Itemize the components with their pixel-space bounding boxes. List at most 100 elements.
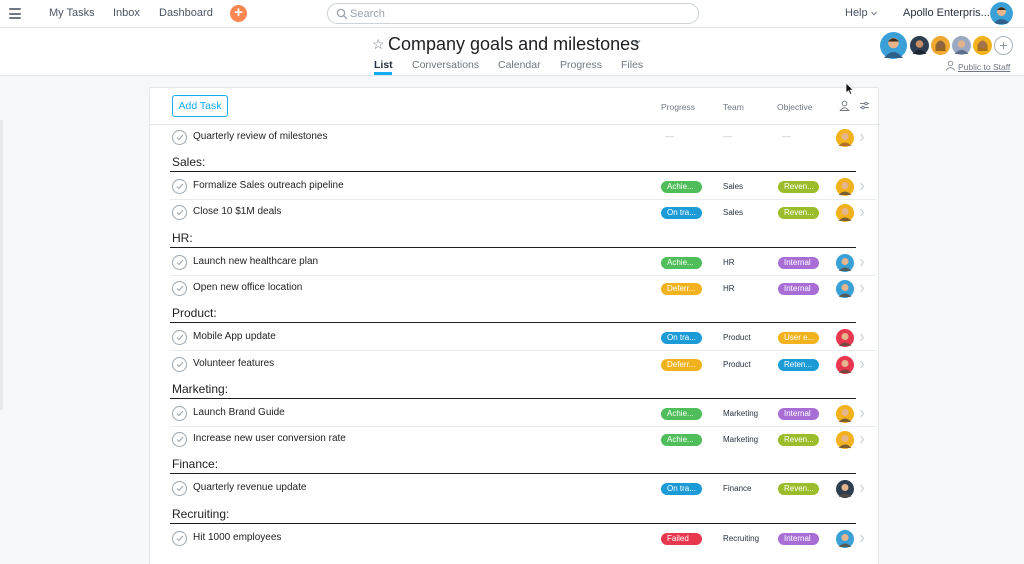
task-row[interactable]: Open new office location Deferr... HR Inter… bbox=[170, 276, 876, 302]
assignee-avatar[interactable] bbox=[836, 178, 854, 196]
assignee-avatar[interactable] bbox=[836, 431, 854, 450]
team-value[interactable]: HR bbox=[723, 283, 735, 293]
chevron-right-icon[interactable] bbox=[859, 484, 865, 493]
chevron-right-icon[interactable] bbox=[859, 182, 865, 191]
progress-tag[interactable]: On tra... bbox=[661, 207, 702, 220]
section-header[interactable]: HR: bbox=[170, 228, 856, 248]
chevron-down-icon[interactable] bbox=[633, 38, 641, 46]
complete-checkbox[interactable] bbox=[172, 130, 187, 145]
member-avatar[interactable] bbox=[910, 36, 929, 55]
assignee-avatar[interactable] bbox=[836, 129, 854, 147]
objective-tag[interactable]: Internal bbox=[778, 407, 819, 420]
complete-checkbox[interactable] bbox=[172, 280, 187, 296]
assignee-avatar[interactable] bbox=[836, 529, 854, 548]
progress-tag[interactable]: On tra... bbox=[661, 332, 702, 345]
assignee-avatar[interactable] bbox=[836, 480, 854, 499]
star-icon[interactable]: ☆ bbox=[372, 36, 385, 52]
progress-tag[interactable]: Achie... bbox=[661, 181, 702, 193]
task-name[interactable]: Hit 1000 employees bbox=[193, 531, 282, 543]
assignee-avatar[interactable] bbox=[836, 204, 854, 223]
chevron-right-icon[interactable] bbox=[859, 208, 865, 217]
progress-tag[interactable]: Deferr... bbox=[661, 358, 702, 371]
column-header-progress[interactable]: Progress bbox=[661, 102, 696, 112]
team-value[interactable]: Product bbox=[723, 333, 751, 343]
chevron-right-icon[interactable] bbox=[859, 284, 865, 293]
tab-list[interactable]: List bbox=[374, 59, 393, 71]
search-input[interactable]: Search bbox=[327, 3, 699, 24]
complete-checkbox[interactable] bbox=[172, 405, 187, 421]
objective-tag[interactable]: Reten... bbox=[778, 358, 819, 371]
complete-checkbox[interactable] bbox=[172, 356, 187, 372]
progress-tag[interactable]: Achie... bbox=[661, 434, 702, 447]
assignee-avatar[interactable] bbox=[836, 329, 854, 348]
task-row[interactable]: Hit 1000 employees Failed Recruiting Intern… bbox=[170, 526, 876, 552]
section-header[interactable]: Product: bbox=[170, 303, 856, 324]
team-value[interactable]: Recruiting bbox=[723, 533, 760, 543]
team-empty[interactable]: — bbox=[723, 131, 732, 141]
progress-empty[interactable]: — bbox=[665, 131, 674, 141]
member-avatar[interactable] bbox=[973, 36, 992, 55]
project-title[interactable]: Company goals and milestones bbox=[388, 34, 640, 54]
task-row[interactable]: Quarterly revenue update On tra... Finance… bbox=[170, 476, 876, 502]
tab-progress[interactable]: Progress bbox=[560, 59, 603, 71]
progress-tag[interactable]: Achie... bbox=[661, 407, 702, 420]
task-name[interactable]: Close 10 $1M deals bbox=[193, 206, 282, 218]
person-icon[interactable] bbox=[839, 100, 850, 111]
section-name[interactable]: HR: bbox=[172, 230, 193, 245]
member-avatar[interactable] bbox=[931, 36, 950, 55]
team-value[interactable]: Product bbox=[723, 359, 751, 369]
task-name[interactable]: Quarterly revenue update bbox=[193, 482, 307, 494]
public-to-staff-link[interactable]: Public to Staff bbox=[958, 62, 1011, 72]
section-header[interactable]: Marketing: bbox=[170, 379, 856, 399]
progress-tag[interactable]: Achie... bbox=[661, 256, 702, 269]
task-row[interactable]: Launch Brand Guide Achie... Marketing Inter… bbox=[170, 401, 876, 427]
progress-tag[interactable]: On tra... bbox=[661, 483, 702, 496]
objective-tag[interactable]: Internal bbox=[778, 532, 819, 545]
task-name[interactable]: Open new office location bbox=[193, 281, 303, 293]
section-header[interactable]: Finance: bbox=[170, 454, 856, 475]
team-value[interactable]: HR bbox=[723, 257, 735, 267]
complete-checkbox[interactable] bbox=[172, 481, 187, 497]
task-name[interactable]: Launch Brand Guide bbox=[193, 406, 285, 418]
task-row[interactable]: Close 10 $1M deals On tra... Sales Reven... bbox=[170, 200, 876, 226]
task-name[interactable]: Mobile App update bbox=[193, 331, 276, 343]
chevron-right-icon[interactable] bbox=[859, 534, 865, 543]
complete-checkbox[interactable] bbox=[172, 330, 187, 346]
objective-tag[interactable]: Reven... bbox=[778, 207, 819, 220]
task-name[interactable]: Increase new user conversion rate bbox=[193, 433, 346, 445]
add-task-button[interactable]: Add Task bbox=[172, 95, 228, 117]
section-header[interactable]: Sales: bbox=[170, 152, 856, 172]
hamburger-icon[interactable] bbox=[9, 8, 21, 19]
task-row[interactable]: Quarterly review of milestones — — — bbox=[170, 125, 876, 151]
task-name[interactable]: Quarterly review of milestones bbox=[193, 131, 328, 142]
tab-calendar[interactable]: Calendar bbox=[498, 59, 541, 71]
task-row[interactable]: Mobile App update On tra... Product User e.… bbox=[170, 325, 876, 352]
chevron-right-icon[interactable] bbox=[859, 258, 865, 267]
chevron-right-icon[interactable] bbox=[859, 360, 865, 369]
complete-checkbox[interactable] bbox=[172, 432, 187, 448]
team-value[interactable]: Finance bbox=[723, 484, 752, 494]
task-name[interactable]: Formalize Sales outreach pipeline bbox=[193, 180, 344, 191]
task-row[interactable]: Increase new user conversion rate Achie..… bbox=[170, 427, 876, 453]
section-name[interactable]: Marketing: bbox=[172, 381, 229, 396]
progress-tag[interactable]: Failed bbox=[661, 532, 702, 545]
add-member-button[interactable]: + bbox=[994, 36, 1013, 55]
team-value[interactable]: Marketing bbox=[723, 408, 759, 418]
section-name[interactable]: Recruiting: bbox=[172, 506, 230, 521]
objective-empty[interactable]: — bbox=[782, 131, 791, 141]
section-header[interactable]: Recruiting: bbox=[170, 504, 856, 524]
team-value[interactable]: Marketing bbox=[723, 435, 759, 445]
objective-tag[interactable]: Reven... bbox=[778, 483, 819, 496]
task-row[interactable]: Launch new healthcare plan Achie... HR Inte… bbox=[170, 250, 876, 276]
tab-files[interactable]: Files bbox=[621, 59, 644, 71]
nav-dashboard[interactable]: Dashboard bbox=[159, 7, 213, 19]
task-name[interactable]: Launch new healthcare plan bbox=[193, 255, 319, 267]
tab-conversations[interactable]: Conversations bbox=[412, 59, 480, 71]
nav-my-tasks[interactable]: My Tasks bbox=[49, 7, 95, 19]
chevron-right-icon[interactable] bbox=[859, 435, 865, 444]
complete-checkbox[interactable] bbox=[172, 254, 187, 270]
assignee-avatar[interactable] bbox=[836, 253, 854, 272]
objective-tag[interactable]: Reven... bbox=[778, 434, 819, 447]
member-avatar[interactable] bbox=[952, 36, 971, 55]
org-switcher[interactable]: Apollo Enterpris... bbox=[903, 7, 990, 19]
